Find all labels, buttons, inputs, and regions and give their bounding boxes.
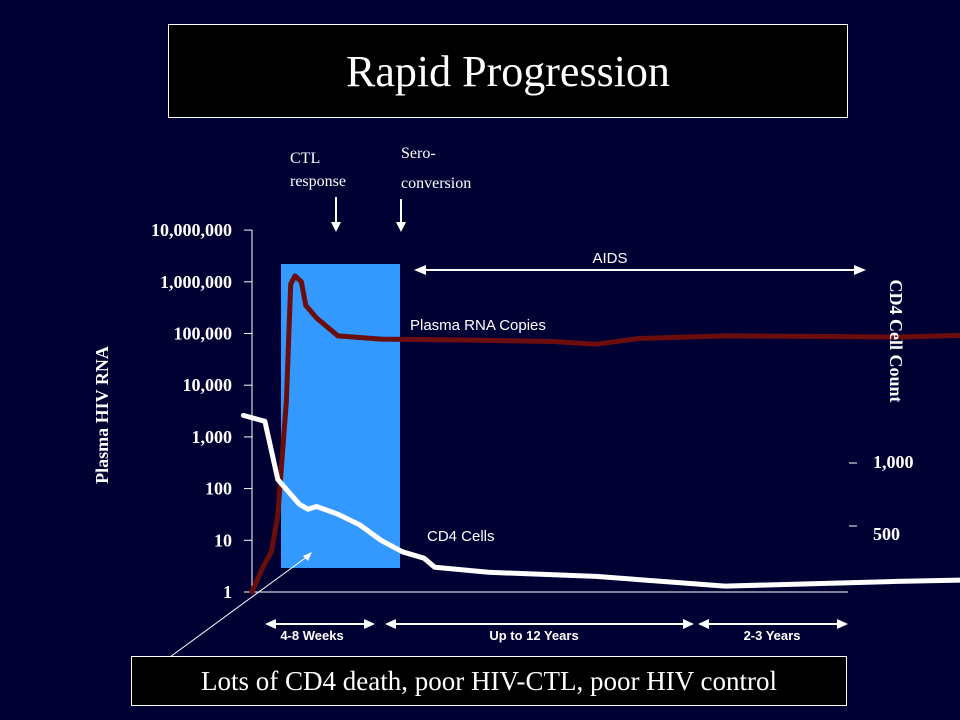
rna-series-label: Plasma RNA Copies xyxy=(410,317,546,334)
rna-series-line xyxy=(249,273,960,595)
segment-label-4-8-weeks: 4-8 Weeks xyxy=(280,628,343,643)
y-tick-label: 10,000 xyxy=(183,375,233,395)
segment-label-up-to-12-years: Up to 12 Years xyxy=(489,628,578,643)
early-phase-window xyxy=(281,264,400,568)
sero-arrow-head xyxy=(396,222,406,232)
ctl-annotation: CTL response xyxy=(290,150,346,190)
right-tick-label-500: 500 xyxy=(873,524,900,544)
segment-label-2-3-years: 2-3 Years xyxy=(744,628,801,643)
right-tick-label-1000: 1,000 xyxy=(873,452,914,472)
y-tick-label: 1,000 xyxy=(192,427,233,447)
right-axis-label: CD4 Cell Count xyxy=(886,279,906,402)
segment-arrow-3-left xyxy=(698,619,709,629)
aids-label: AIDS xyxy=(592,250,627,267)
cd4-series-label: CD4 Cells xyxy=(427,528,495,545)
y-tick-label: 1 xyxy=(223,582,232,602)
segment-arrow-3-right xyxy=(837,619,848,629)
caption-text: Lots of CD4 death, poor HIV-CTL, poor HI… xyxy=(201,665,777,696)
aids-arrow-right xyxy=(854,265,866,275)
y-tick-label: 10,000,000 xyxy=(151,220,232,240)
sero-annotation: Sero-conversion xyxy=(401,145,471,192)
title-box: Rapid Progression xyxy=(168,24,848,118)
segment-arrow-2-left xyxy=(385,619,396,629)
series-layer xyxy=(240,273,960,595)
segment-arrow-1-left xyxy=(265,619,276,629)
y-tick-label: 10 xyxy=(214,530,232,550)
segment-arrow-1-right xyxy=(364,619,375,629)
axes-layer xyxy=(244,229,848,593)
y-tick-label: 1,000,000 xyxy=(160,272,232,292)
caption-pointer-line xyxy=(169,555,309,658)
aids-arrow-left xyxy=(414,265,426,275)
y-tick-label: 100,000 xyxy=(174,324,233,344)
segment-arrow-2-right xyxy=(683,619,694,629)
y-tick-label: 100 xyxy=(205,479,232,499)
y-tick-labels: 1 10 100 1,000 10,000 100,000 1,000,000 10,000,… xyxy=(151,220,232,602)
y-axis-label: Plasma HIV RNA xyxy=(92,346,112,484)
ctl-arrow-head xyxy=(331,222,341,232)
caption-box: Lots of CD4 death, poor HIV-CTL, poor HI… xyxy=(131,656,847,706)
slide-title: Rapid Progression xyxy=(346,46,670,96)
caption-pointer-head xyxy=(303,552,312,561)
cd4-series-line xyxy=(240,412,960,589)
